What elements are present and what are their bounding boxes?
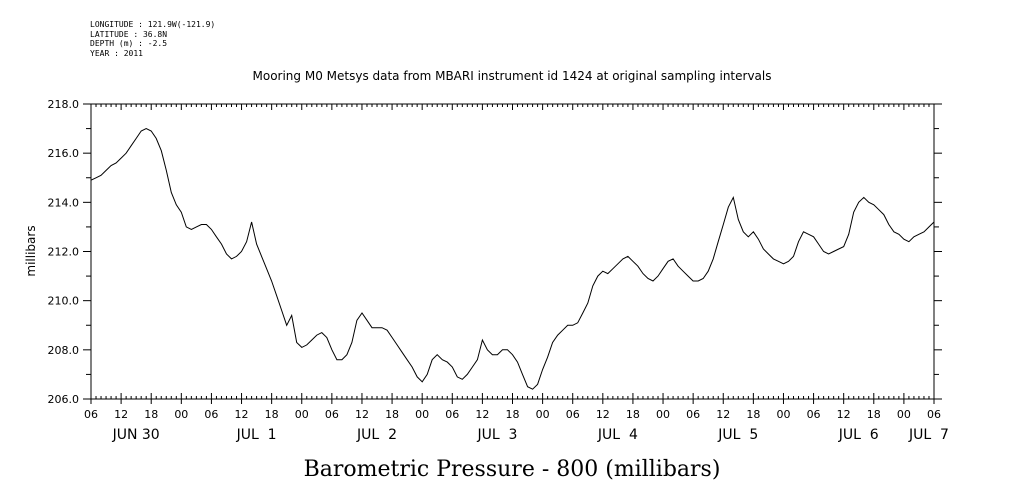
x-tick-label: 06 — [204, 408, 218, 421]
year-text: YEAR : 2011 — [90, 48, 143, 58]
day-label: JUL 2 — [356, 427, 397, 443]
day-label: JUN 30 — [112, 427, 160, 443]
y-axis-label: millibars — [24, 225, 38, 276]
x-tick-label: 00 — [776, 408, 790, 421]
x-tick-label: 12 — [596, 408, 610, 421]
x-tick-label: 06 — [807, 408, 821, 421]
x-tick-label: 12 — [475, 408, 489, 421]
x-tick-label: 18 — [746, 408, 760, 421]
day-label: JUL 5 — [717, 427, 758, 443]
x-tick-label: 12 — [716, 408, 730, 421]
day-label: JUL 6 — [838, 427, 879, 443]
y-tick-labels: 206.0 208.0 210.0 212.0 214.0 216.0 218.0 — [48, 98, 80, 406]
x-tick-label: 12 — [355, 408, 369, 421]
x-tick-label: 00 — [897, 408, 911, 421]
x-tick-label: 06 — [445, 408, 459, 421]
x-tick-label: 12 — [114, 408, 128, 421]
y-tick-label: 208.0 — [48, 344, 80, 357]
chart-title: Mooring M0 Metsys data from MBARI instru… — [253, 69, 772, 83]
x-tick-label: 06 — [686, 408, 700, 421]
y-tick-label: 214.0 — [48, 196, 80, 209]
x-tick-label: 00 — [656, 408, 670, 421]
axis-ticks — [83, 103, 942, 404]
x-tick-label: 00 — [295, 408, 309, 421]
x-tick-label: 06 — [566, 408, 580, 421]
latitude-text: LATITUDE : 36.8N — [90, 29, 168, 39]
y-tick-label: 212.0 — [48, 246, 80, 259]
x-tick-label: 00 — [174, 408, 188, 421]
y-tick-label: 210.0 — [48, 295, 80, 308]
x-axis-caption: Barometric Pressure - 800 (millibars) — [304, 457, 721, 482]
x-tick-label: 18 — [626, 408, 640, 421]
day-label: JUL 4 — [597, 427, 638, 443]
x-tick-label: 18 — [385, 408, 399, 421]
header-metadata: LONGITUDE : 121.9W(-121.9) LATITUDE : 36… — [90, 20, 215, 58]
pressure-series-line — [90, 128, 935, 390]
x-tick-label: 00 — [536, 408, 550, 421]
x-tick-label: 06 — [927, 408, 941, 421]
x-tick-labels: 06 12 18 00 06 12 18 00 06 12 18 00 06 12 18 00 06 12 18 00… — [84, 408, 941, 421]
x-tick-label: 00 — [415, 408, 429, 421]
day-label: JUL 3 — [476, 427, 517, 443]
day-label: JUL 1 — [236, 427, 277, 443]
y-tick-label: 218.0 — [48, 98, 80, 111]
day-labels: JUN 30 JUL 1 JUL 2 JUL 3 JUL 4 JUL 5 JUL 6 JUL … — [112, 427, 949, 443]
depth-text: DEPTH (m) : -2.5 — [90, 39, 168, 48]
x-tick-label: 12 — [235, 408, 249, 421]
x-tick-label: 06 — [84, 408, 98, 421]
y-tick-label: 206.0 — [48, 393, 80, 406]
longitude-text: LONGITUDE : 121.9W(-121.9) — [90, 20, 216, 29]
y-tick-label: 216.0 — [48, 147, 80, 160]
x-tick-label: 18 — [506, 408, 520, 421]
x-tick-label: 06 — [325, 408, 339, 421]
day-label: JUL 7 — [908, 427, 949, 443]
x-tick-label: 12 — [837, 408, 851, 421]
x-tick-label: 18 — [265, 408, 279, 421]
x-tick-label: 18 — [144, 408, 158, 421]
x-tick-label: 18 — [867, 408, 881, 421]
